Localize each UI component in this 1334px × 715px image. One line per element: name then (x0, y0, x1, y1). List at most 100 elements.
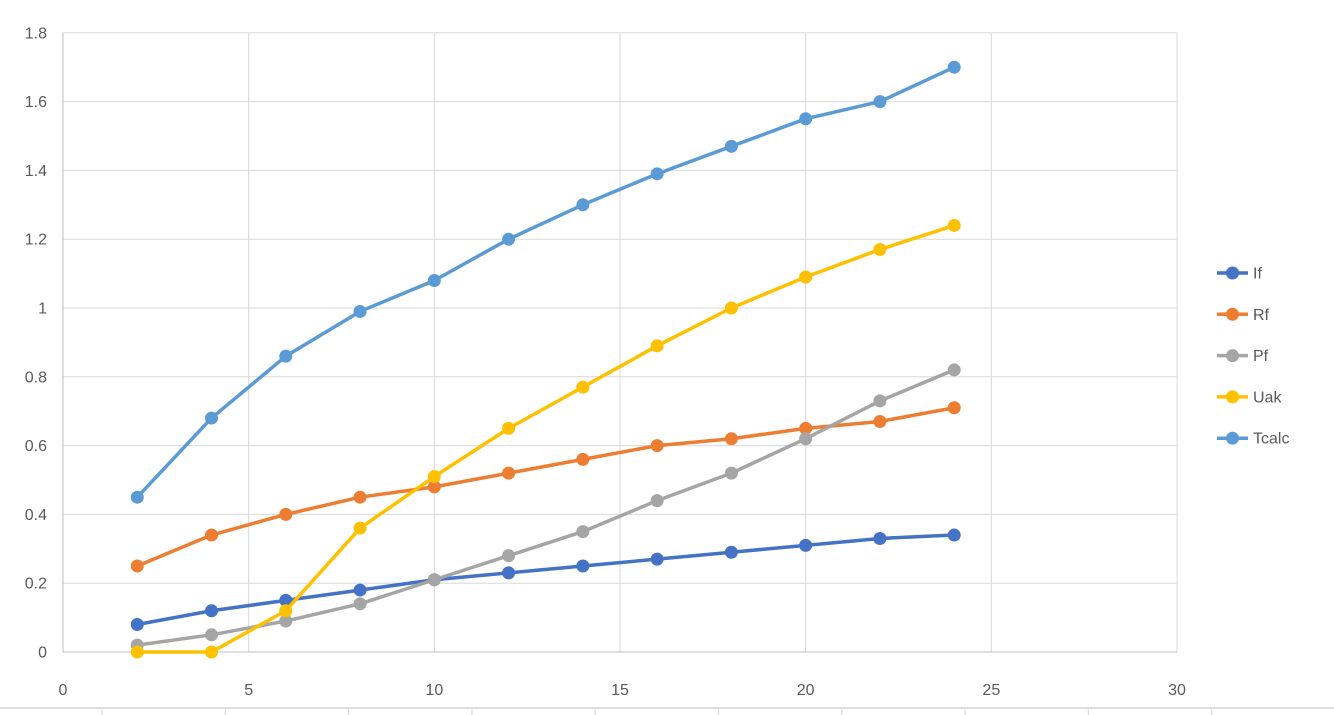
data-point-Tcalc-x8[interactable] (353, 304, 367, 318)
legend-item-If[interactable]: If (1217, 266, 1262, 283)
data-point-Uak-x24[interactable] (947, 218, 961, 232)
data-point-Tcalc-x12[interactable] (502, 232, 516, 246)
legend-item-Uak[interactable]: Uak (1217, 389, 1282, 406)
data-point-Pf-x6[interactable] (279, 614, 293, 628)
legend-marker-Pf (1226, 349, 1239, 363)
x-tick-label-5: 5 (244, 682, 253, 699)
data-point-Pf-x22[interactable] (873, 394, 887, 408)
series-Uak[interactable] (130, 218, 961, 659)
data-point-Uak-x8[interactable] (353, 521, 367, 535)
data-point-Tcalc-x20[interactable] (799, 112, 813, 126)
data-point-Rf-x24[interactable] (947, 401, 961, 415)
data-point-Pf-x10[interactable] (427, 573, 441, 587)
legend-label-If: If (1253, 266, 1262, 283)
data-point-Uak-x6[interactable] (279, 604, 293, 618)
series-Tcalc[interactable] (130, 60, 961, 504)
data-point-Tcalc-x2[interactable] (130, 490, 144, 504)
x-tick-label-25: 25 (982, 682, 1000, 699)
series-line-Rf[interactable] (135, 406, 956, 568)
data-point-Tcalc-x6[interactable] (279, 349, 293, 363)
series-If[interactable] (130, 528, 961, 631)
data-point-Pf-x20[interactable] (799, 432, 813, 446)
y-tick-label-1.6: 1.6 (25, 94, 47, 111)
data-point-Rf-x8[interactable] (353, 490, 367, 504)
data-point-Rf-x6[interactable] (279, 507, 293, 521)
legend-item-Rf[interactable]: Rf (1217, 307, 1270, 324)
y-tick-label-1.8: 1.8 (25, 25, 47, 42)
data-point-If-x14[interactable] (576, 559, 590, 573)
data-point-Tcalc-x14[interactable] (576, 198, 590, 212)
legend-item-Pf[interactable]: Pf (1217, 348, 1269, 365)
x-tick-label-0: 0 (59, 682, 68, 699)
data-point-Uak-x4[interactable] (205, 645, 219, 659)
series-line-If[interactable] (135, 533, 956, 627)
y-tick-label-1.2: 1.2 (25, 232, 47, 249)
legend-marker-If (1226, 266, 1239, 280)
data-point-If-x22[interactable] (873, 531, 887, 545)
data-point-Rf-x14[interactable] (576, 452, 590, 466)
series-line-Tcalc[interactable] (135, 65, 956, 499)
legend-label-Rf: Rf (1253, 307, 1270, 324)
data-point-Pf-x14[interactable] (576, 525, 590, 539)
y-tick-label-0.4: 0.4 (25, 507, 47, 524)
data-point-Uak-x2[interactable] (130, 645, 144, 659)
data-point-Rf-x22[interactable] (873, 415, 887, 429)
data-point-Pf-x16[interactable] (650, 494, 664, 508)
data-point-If-x8[interactable] (353, 583, 367, 597)
data-point-Rf-x10[interactable] (427, 480, 441, 494)
legend-label-Uak: Uak (1253, 389, 1282, 406)
legend-label-Pf: Pf (1253, 348, 1269, 365)
data-point-If-x16[interactable] (650, 552, 664, 566)
y-tick-label-0.8: 0.8 (25, 369, 47, 386)
data-point-Rf-x2[interactable] (130, 559, 144, 573)
data-point-Rf-x20[interactable] (799, 421, 813, 435)
legend-label-Tcalc: Tcalc (1253, 431, 1289, 448)
data-point-Uak-x20[interactable] (799, 270, 813, 284)
legend-item-Tcalc[interactable]: Tcalc (1217, 431, 1289, 448)
data-point-Uak-x14[interactable] (576, 380, 590, 394)
data-point-Uak-x22[interactable] (873, 243, 887, 257)
data-point-Pf-x8[interactable] (353, 597, 367, 611)
series-line-Pf[interactable] (135, 368, 956, 647)
legend-marker-Rf (1226, 307, 1239, 321)
data-point-Tcalc-x24[interactable] (947, 60, 961, 74)
data-point-Rf-x18[interactable] (724, 432, 738, 446)
data-point-If-x24[interactable] (947, 528, 961, 542)
data-point-If-x6[interactable] (279, 593, 293, 607)
data-point-Pf-x4[interactable] (205, 628, 219, 642)
y-tick-label-0.6: 0.6 (25, 438, 47, 455)
series-line-Uak[interactable] (135, 223, 956, 654)
data-point-Rf-x4[interactable] (205, 528, 219, 542)
x-tick-label-10: 10 (425, 682, 443, 699)
data-point-If-x4[interactable] (205, 604, 219, 618)
data-point-Tcalc-x16[interactable] (650, 167, 664, 181)
data-point-Uak-x12[interactable] (502, 421, 516, 435)
data-point-If-x18[interactable] (724, 545, 738, 559)
data-point-Uak-x18[interactable] (724, 301, 738, 315)
y-tick-label-1: 1 (38, 301, 47, 318)
data-point-Pf-x12[interactable] (502, 549, 516, 563)
x-tick-label-15: 15 (611, 682, 629, 699)
series-Rf[interactable] (130, 401, 961, 573)
legend-marker-Tcalc (1226, 431, 1239, 445)
data-point-Uak-x16[interactable] (650, 339, 664, 353)
data-point-If-x2[interactable] (130, 617, 144, 631)
data-point-Tcalc-x10[interactable] (427, 273, 441, 287)
legend-marker-Uak (1226, 390, 1239, 404)
data-point-Pf-x18[interactable] (724, 466, 738, 480)
data-point-Pf-x24[interactable] (947, 363, 961, 377)
x-tick-label-20: 20 (797, 682, 815, 699)
y-tick-label-0.2: 0.2 (25, 576, 47, 593)
data-point-Rf-x12[interactable] (502, 466, 516, 480)
data-point-If-x20[interactable] (799, 538, 813, 552)
data-point-Tcalc-x22[interactable] (873, 95, 887, 109)
data-point-Uak-x10[interactable] (427, 470, 441, 484)
y-tick-label-0: 0 (38, 645, 47, 662)
data-point-Tcalc-x4[interactable] (205, 411, 219, 425)
data-point-If-x12[interactable] (502, 566, 516, 580)
data-point-Tcalc-x18[interactable] (724, 139, 738, 153)
data-point-Rf-x16[interactable] (650, 439, 664, 453)
x-tick-label-30: 30 (1168, 682, 1186, 699)
